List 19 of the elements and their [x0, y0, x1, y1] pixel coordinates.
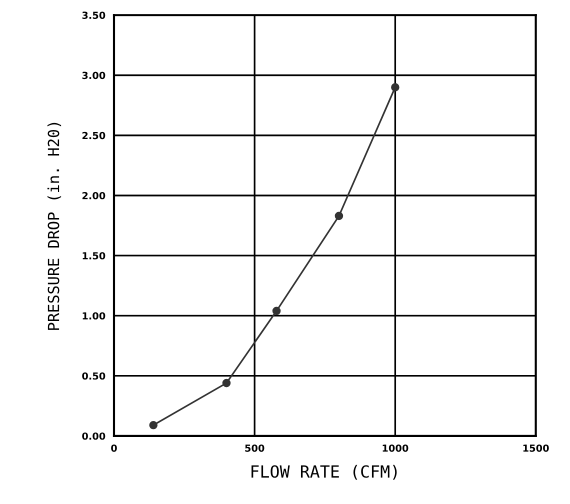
y-tick-label: 3.50 — [82, 12, 106, 19]
y-tick-label: 1.50 — [82, 252, 106, 260]
x-tick-label: 1000 — [382, 444, 408, 452]
y-tick-label: 0.50 — [82, 372, 106, 380]
y-tick-label: 2.50 — [82, 132, 106, 140]
y-tick-label: 0.00 — [82, 432, 106, 440]
x-tick-label: 1500 — [523, 444, 549, 452]
x-axis-title: FLOW RATE (CFM) — [252, 464, 397, 480]
x-tick-label: 500 — [245, 444, 264, 452]
x-tick-label: 0 — [111, 444, 117, 452]
point — [149, 420, 158, 430]
y-tick-label: 2.00 — [82, 192, 106, 200]
y-axis-title: PRESSURE DROP (in. H20) — [47, 122, 62, 330]
point — [222, 378, 231, 388]
point — [334, 212, 344, 220]
point — [391, 83, 400, 92]
y-tick-label: 1.00 — [82, 312, 106, 320]
y-tick-label: 3.00 — [82, 72, 106, 80]
point — [272, 306, 281, 316]
